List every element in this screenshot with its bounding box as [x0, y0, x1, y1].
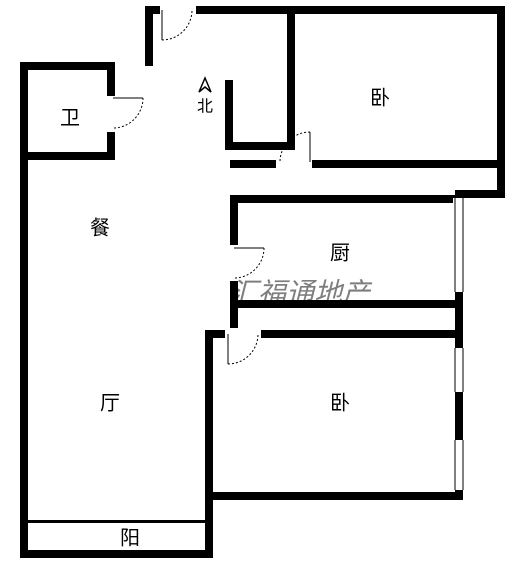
label-balcony: 阳: [120, 527, 140, 550]
north-indicator: 北: [197, 78, 213, 116]
label-south-bed: 卧: [330, 392, 350, 415]
label-kitchen: 厨: [330, 243, 350, 265]
label-dining: 餐: [90, 217, 110, 240]
label-north-bed: 卧: [370, 87, 390, 110]
label-bathroom: 卫: [60, 108, 80, 130]
label-living: 厅: [100, 393, 120, 415]
watermark-text: 汇福通地产: [230, 277, 373, 308]
north-label: 北: [197, 98, 213, 116]
